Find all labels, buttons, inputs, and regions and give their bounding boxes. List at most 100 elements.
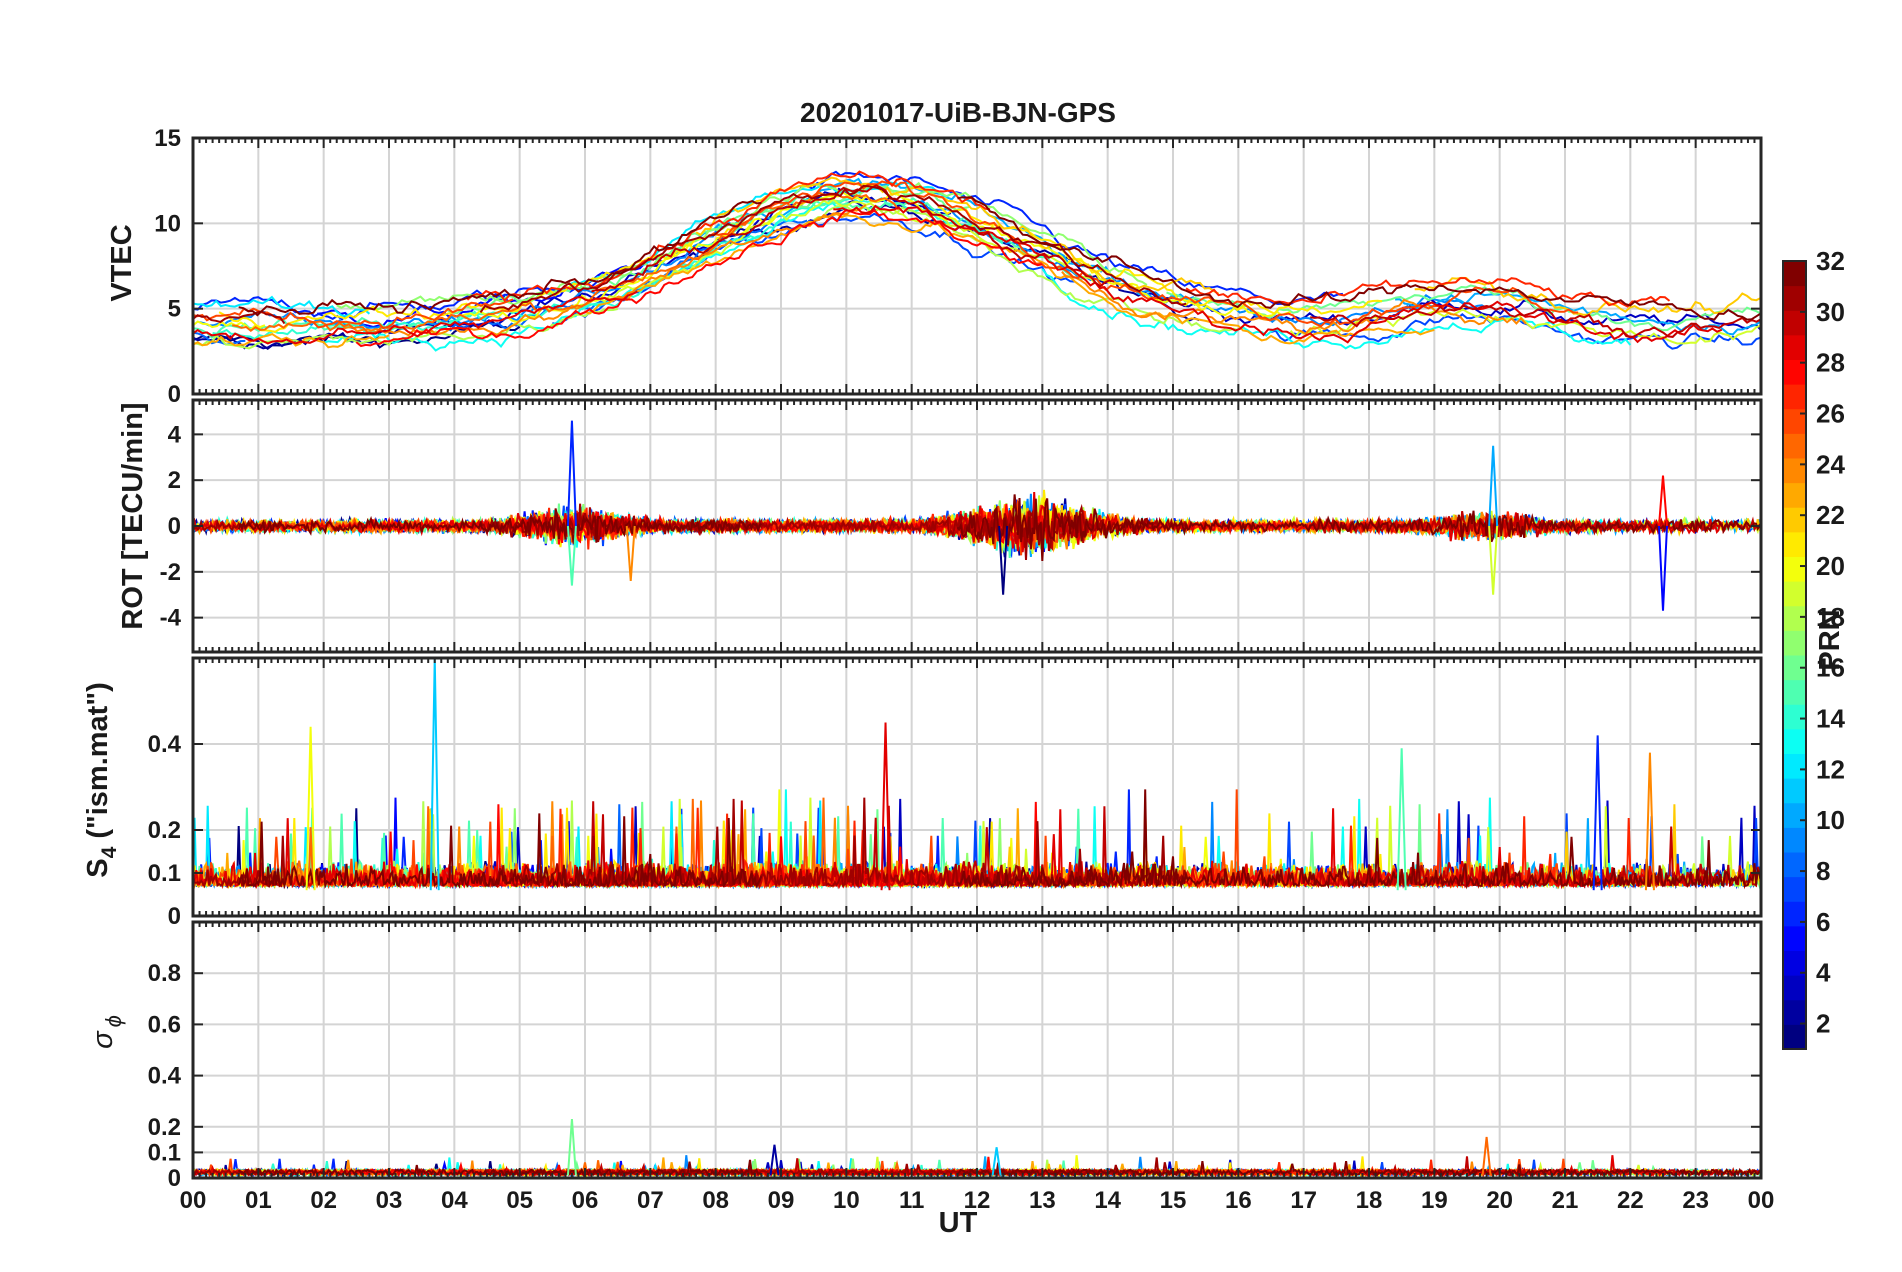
colorbar-tick-label: 10 (1816, 805, 1845, 835)
prn-series-line (237, 494, 1761, 562)
y-tick-label: 0 (168, 381, 181, 408)
prn-series-line (237, 789, 1761, 890)
colorbar-segment (1783, 778, 1806, 804)
colorbar-tick-label: 20 (1816, 551, 1845, 581)
s4-label-main: S (82, 858, 114, 877)
y-tick-label: 0.1 (148, 1139, 181, 1166)
x-tick-label: 06 (572, 1187, 599, 1214)
prn-series-line (466, 170, 1671, 308)
s4-panel: 0 0.1 0.2 0.4 (148, 656, 1763, 930)
colorbar-segment (1783, 384, 1806, 410)
x-tick-label: 09 (768, 1187, 795, 1214)
colorbar-segment (1783, 261, 1806, 287)
prn-series-line (193, 184, 1187, 325)
x-tick-label: 08 (702, 1187, 729, 1214)
colorbar-tick-label: 24 (1816, 449, 1845, 479)
peak-mark (1396, 748, 1407, 891)
colorbar-segment (1783, 753, 1806, 779)
colorbar-segment (1783, 827, 1806, 853)
colorbar-segment (1783, 1024, 1806, 1050)
y-tick-label: -4 (160, 605, 182, 632)
chart-title: 20201017-UiB-BJN-GPS (800, 97, 1116, 128)
colorbar-segment (1783, 285, 1806, 311)
peak-mark (991, 1147, 1002, 1176)
y-tick-label: 0.4 (148, 1063, 182, 1090)
rot-panel: -4 -2 0 2 4 (160, 398, 1763, 654)
colorbar-tick-label: 12 (1816, 754, 1845, 784)
peak-mark (566, 420, 577, 527)
x-tick-label: 10 (833, 1187, 860, 1214)
y-tick-label: 5 (168, 296, 181, 323)
peak-mark (880, 722, 891, 891)
x-tick-label: 01 (245, 1187, 272, 1214)
x-tick-label: 05 (506, 1187, 533, 1214)
colorbar-tick-label: 26 (1816, 399, 1845, 429)
colorbar-segment (1783, 901, 1806, 927)
peak-mark (1658, 475, 1668, 527)
series-group (193, 658, 1761, 891)
x-tick-label: 23 (1682, 1187, 1709, 1214)
x-tick-label: 13 (1029, 1187, 1056, 1214)
colorbar-segment (1783, 433, 1806, 459)
colorbar-segment (1783, 531, 1806, 557)
colorbar-tick-label: 2 (1816, 1009, 1830, 1039)
x-tick-label: 12 (964, 1187, 991, 1214)
colorbar-segment (1783, 925, 1806, 951)
colorbar-segment (1783, 950, 1806, 976)
x-tick-label: 15 (1160, 1187, 1187, 1214)
y-tick-label: 0.2 (148, 1114, 181, 1141)
peak-mark (566, 1119, 577, 1176)
rot-axis-label: ROT [TECU/min] (117, 402, 149, 629)
colorbar-tick-label: 28 (1816, 348, 1845, 378)
x-tick-label: 04 (441, 1187, 468, 1214)
prn-series-line (193, 204, 1723, 345)
peak-mark (1488, 445, 1499, 527)
x-tick-label: 14 (1094, 1187, 1121, 1214)
prn-series-line (591, 184, 1761, 339)
colorbar-segment (1783, 852, 1806, 878)
colorbar-segment (1783, 728, 1806, 754)
colorbar-segment (1783, 704, 1806, 730)
peak-mark (305, 726, 316, 891)
x-tick-label: 02 (310, 1187, 337, 1214)
x-tick-label: 22 (1617, 1187, 1644, 1214)
s4-label-rest: ("ism.mat") (82, 682, 114, 846)
s4-axis-label: S4 ("ism.mat") (82, 682, 121, 878)
x-axis-label: UT (939, 1207, 978, 1239)
colorbar-segment (1783, 482, 1806, 508)
colorbar-segment (1783, 334, 1806, 360)
prn-series-line (237, 1159, 1761, 1178)
x-tick-label: 00 (180, 1187, 207, 1214)
colorbar-tick-label: 8 (1816, 856, 1830, 886)
colorbar-segment (1783, 679, 1806, 705)
colorbar-segment (1783, 408, 1806, 434)
peak-mark (566, 525, 577, 586)
prn-series-line (193, 213, 1435, 349)
colorbar-label: PRN (1814, 609, 1846, 670)
y-tick-label: 0 (168, 903, 181, 930)
colorbar-tick-label: 30 (1816, 297, 1845, 327)
colorbar-segment (1783, 359, 1806, 385)
x-tick-label: 19 (1421, 1187, 1448, 1214)
y-tick-label: 2 (168, 467, 181, 494)
y-tick-label: 0.6 (148, 1011, 181, 1038)
colorbar-segment (1783, 802, 1806, 828)
colorbar-tick-label: 16 (1816, 653, 1845, 683)
colorbar-segment (1783, 458, 1806, 484)
peak-mark (998, 525, 1009, 595)
peak-mark (429, 658, 440, 891)
s4-label-sub: 4 (98, 846, 121, 858)
colorbar-tick-label: 6 (1816, 907, 1830, 937)
y-tick-label: -2 (160, 559, 181, 586)
x-tick-label: 21 (1552, 1187, 1579, 1214)
vtec-axis-label: VTEC (106, 224, 138, 301)
sigma-axis-label: σϕ (87, 1015, 126, 1049)
colorbar-segment (1783, 876, 1806, 902)
peak-mark (1592, 735, 1603, 891)
colorbar-tick-label: 4 (1816, 958, 1831, 988)
peak-mark (1658, 525, 1668, 611)
sigma-label-main: σ (87, 1030, 119, 1049)
peak-mark (1488, 525, 1499, 595)
